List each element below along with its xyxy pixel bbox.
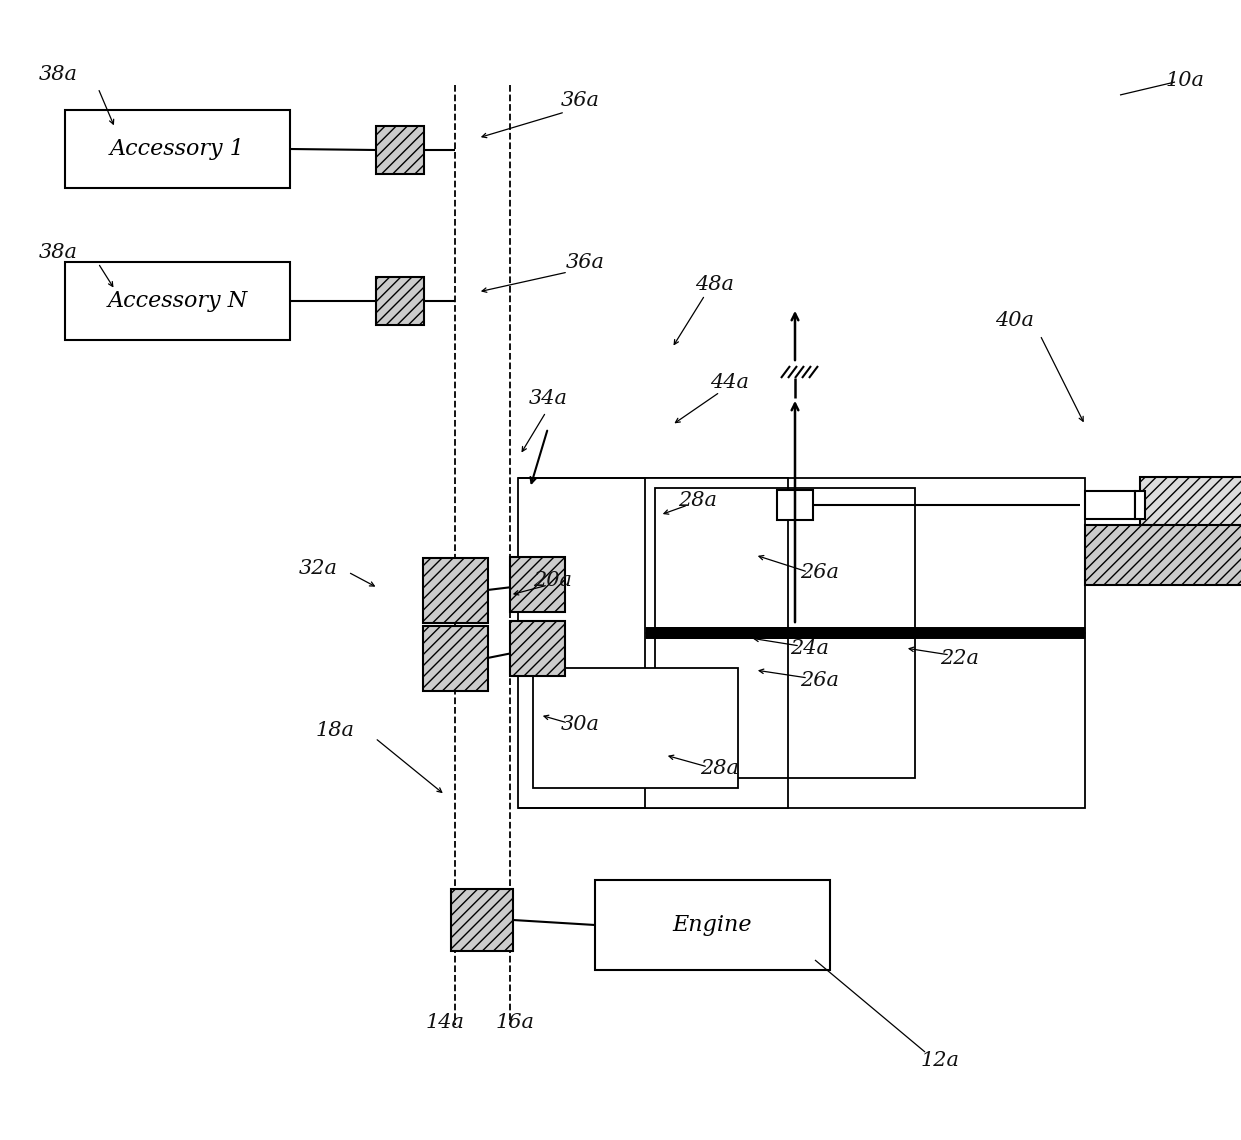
Text: 38a: 38a: [38, 243, 77, 261]
Text: 20a: 20a: [534, 570, 572, 589]
Text: Accessory 1: Accessory 1: [110, 138, 244, 160]
Bar: [645, 478, 1085, 808]
Bar: [594, 880, 830, 970]
Bar: [376, 127, 424, 174]
Bar: [777, 490, 813, 520]
Text: 48a: 48a: [695, 276, 735, 294]
Text: 36a: 36a: [566, 252, 604, 271]
Text: 30a: 30a: [561, 716, 599, 734]
Text: 12a: 12a: [921, 1050, 959, 1069]
Text: 38a: 38a: [38, 65, 77, 84]
Text: 16a: 16a: [495, 1012, 535, 1032]
Bar: [376, 277, 424, 325]
Text: 14a: 14a: [426, 1012, 464, 1032]
Text: 36a: 36a: [561, 90, 599, 109]
Text: 28a: 28a: [679, 490, 717, 510]
Bar: [510, 556, 565, 611]
Bar: [1085, 526, 1241, 585]
Text: 34a: 34a: [529, 389, 567, 407]
Bar: [1136, 491, 1145, 519]
Bar: [65, 262, 290, 340]
Bar: [450, 889, 513, 951]
Bar: [65, 109, 290, 188]
Bar: [517, 478, 788, 808]
Bar: [422, 626, 488, 691]
Bar: [422, 557, 488, 622]
Bar: [1140, 477, 1241, 532]
Text: 26a: 26a: [800, 670, 839, 690]
Bar: [1085, 491, 1136, 519]
Bar: [532, 668, 738, 788]
Bar: [510, 620, 565, 676]
Text: 44a: 44a: [711, 373, 750, 391]
Text: 32a: 32a: [299, 559, 338, 578]
Text: 22a: 22a: [941, 649, 979, 668]
Text: 18a: 18a: [315, 720, 355, 740]
Text: 40a: 40a: [995, 310, 1035, 329]
Text: 10a: 10a: [1165, 71, 1205, 90]
Text: 24a: 24a: [791, 638, 829, 658]
Text: Engine: Engine: [673, 914, 752, 936]
Text: 26a: 26a: [800, 562, 839, 581]
Bar: [655, 638, 915, 777]
Text: Accessory N: Accessory N: [108, 290, 248, 312]
Text: 28a: 28a: [700, 758, 740, 777]
Bar: [655, 488, 915, 628]
